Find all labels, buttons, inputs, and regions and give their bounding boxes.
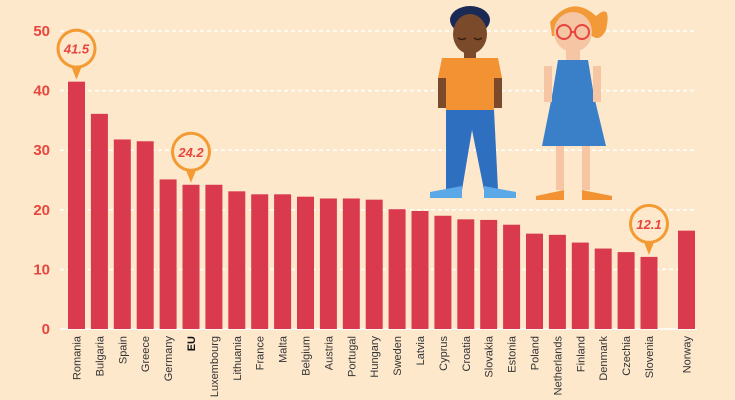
category-label: Sweden xyxy=(392,336,404,376)
bar xyxy=(503,224,521,329)
boy-shoe-right xyxy=(484,186,516,198)
category-label: Malta xyxy=(278,335,290,363)
bar xyxy=(342,198,360,329)
category-label: Lithuania xyxy=(232,335,244,381)
y-tick-label: 10 xyxy=(33,261,50,278)
category-label: Portugal xyxy=(346,336,358,377)
y-tick-label: 50 xyxy=(33,23,50,40)
category-label: Hungary xyxy=(369,336,381,378)
girl-shoe-left xyxy=(536,190,564,200)
boy-shirt xyxy=(438,58,502,110)
category-label: Poland xyxy=(530,336,542,370)
bar xyxy=(319,198,337,329)
value-callout: 12.1 xyxy=(629,203,669,255)
category-label: Estonia xyxy=(507,335,519,373)
value-callout: 24.2 xyxy=(171,131,211,183)
category-label: Bulgaria xyxy=(94,335,106,376)
category-label: Latvia xyxy=(415,335,427,365)
bar xyxy=(90,113,108,330)
bar xyxy=(297,196,314,329)
boy-shoe-left xyxy=(430,186,462,198)
category-label: Czechia xyxy=(621,335,633,376)
bar xyxy=(136,141,154,329)
girl-shoe-right xyxy=(582,190,612,200)
bar xyxy=(457,219,475,329)
bar xyxy=(113,139,131,329)
bar xyxy=(68,81,85,329)
bar xyxy=(411,210,429,329)
boy-figure xyxy=(430,6,516,198)
bars xyxy=(68,81,695,330)
bar xyxy=(594,248,612,329)
boy-head xyxy=(453,14,487,54)
bar xyxy=(251,194,269,329)
bar xyxy=(228,191,246,329)
category-label: France xyxy=(255,336,267,370)
category-label: Slovenia xyxy=(644,335,656,378)
category-label: Germany xyxy=(163,336,175,382)
callout-label: 41.5 xyxy=(63,42,90,57)
bar xyxy=(205,184,223,329)
value-callouts: 41.5 24.2 12.1 xyxy=(56,28,669,255)
bar xyxy=(388,209,406,329)
bar xyxy=(571,242,589,329)
category-label: Greece xyxy=(140,336,152,372)
callout-label: 24.2 xyxy=(177,145,204,160)
bar xyxy=(365,199,383,329)
girl-dress xyxy=(542,60,606,146)
y-tick-label: 20 xyxy=(33,202,50,219)
bar xyxy=(274,194,292,329)
category-label: Netherlands xyxy=(552,336,564,396)
callout-inner xyxy=(59,31,94,66)
category-label: Finland xyxy=(575,336,587,372)
category-label: Austria xyxy=(323,335,335,370)
boy-neck xyxy=(464,50,476,58)
bar xyxy=(182,184,200,329)
y-tick-label: 0 xyxy=(42,321,50,338)
bar xyxy=(434,215,452,329)
category-label: Spain xyxy=(117,336,129,364)
bar xyxy=(480,219,498,329)
bar xyxy=(640,256,658,329)
bar xyxy=(526,233,543,329)
category-label: Slovakia xyxy=(484,335,496,377)
boy-pants xyxy=(446,110,498,190)
bar xyxy=(678,230,695,329)
category-labels: Romania Bulgaria Spain Greece Germany EU Luxem… xyxy=(72,335,694,397)
callout-label: 12.1 xyxy=(636,217,661,232)
category-label: Luxembourg xyxy=(209,336,221,397)
category-label: Croatia xyxy=(461,335,473,371)
girl-figure xyxy=(536,6,612,200)
y-tick-label: 40 xyxy=(33,83,50,100)
category-label: Romania xyxy=(72,335,84,380)
category-label: Norway xyxy=(682,336,694,374)
value-callout: 41.5 xyxy=(56,28,97,80)
category-label: EU xyxy=(186,336,198,351)
category-label: Denmark xyxy=(598,336,610,381)
category-label: Cyprus xyxy=(438,336,450,371)
bar xyxy=(617,252,635,329)
bar xyxy=(159,179,177,329)
callout-inner xyxy=(632,206,666,241)
bar xyxy=(548,234,566,329)
category-label: Belgium xyxy=(301,336,313,376)
callout-inner xyxy=(174,134,208,169)
y-tick-label: 30 xyxy=(33,142,50,159)
y-axis: 0 10 20 30 40 50 xyxy=(33,23,50,338)
